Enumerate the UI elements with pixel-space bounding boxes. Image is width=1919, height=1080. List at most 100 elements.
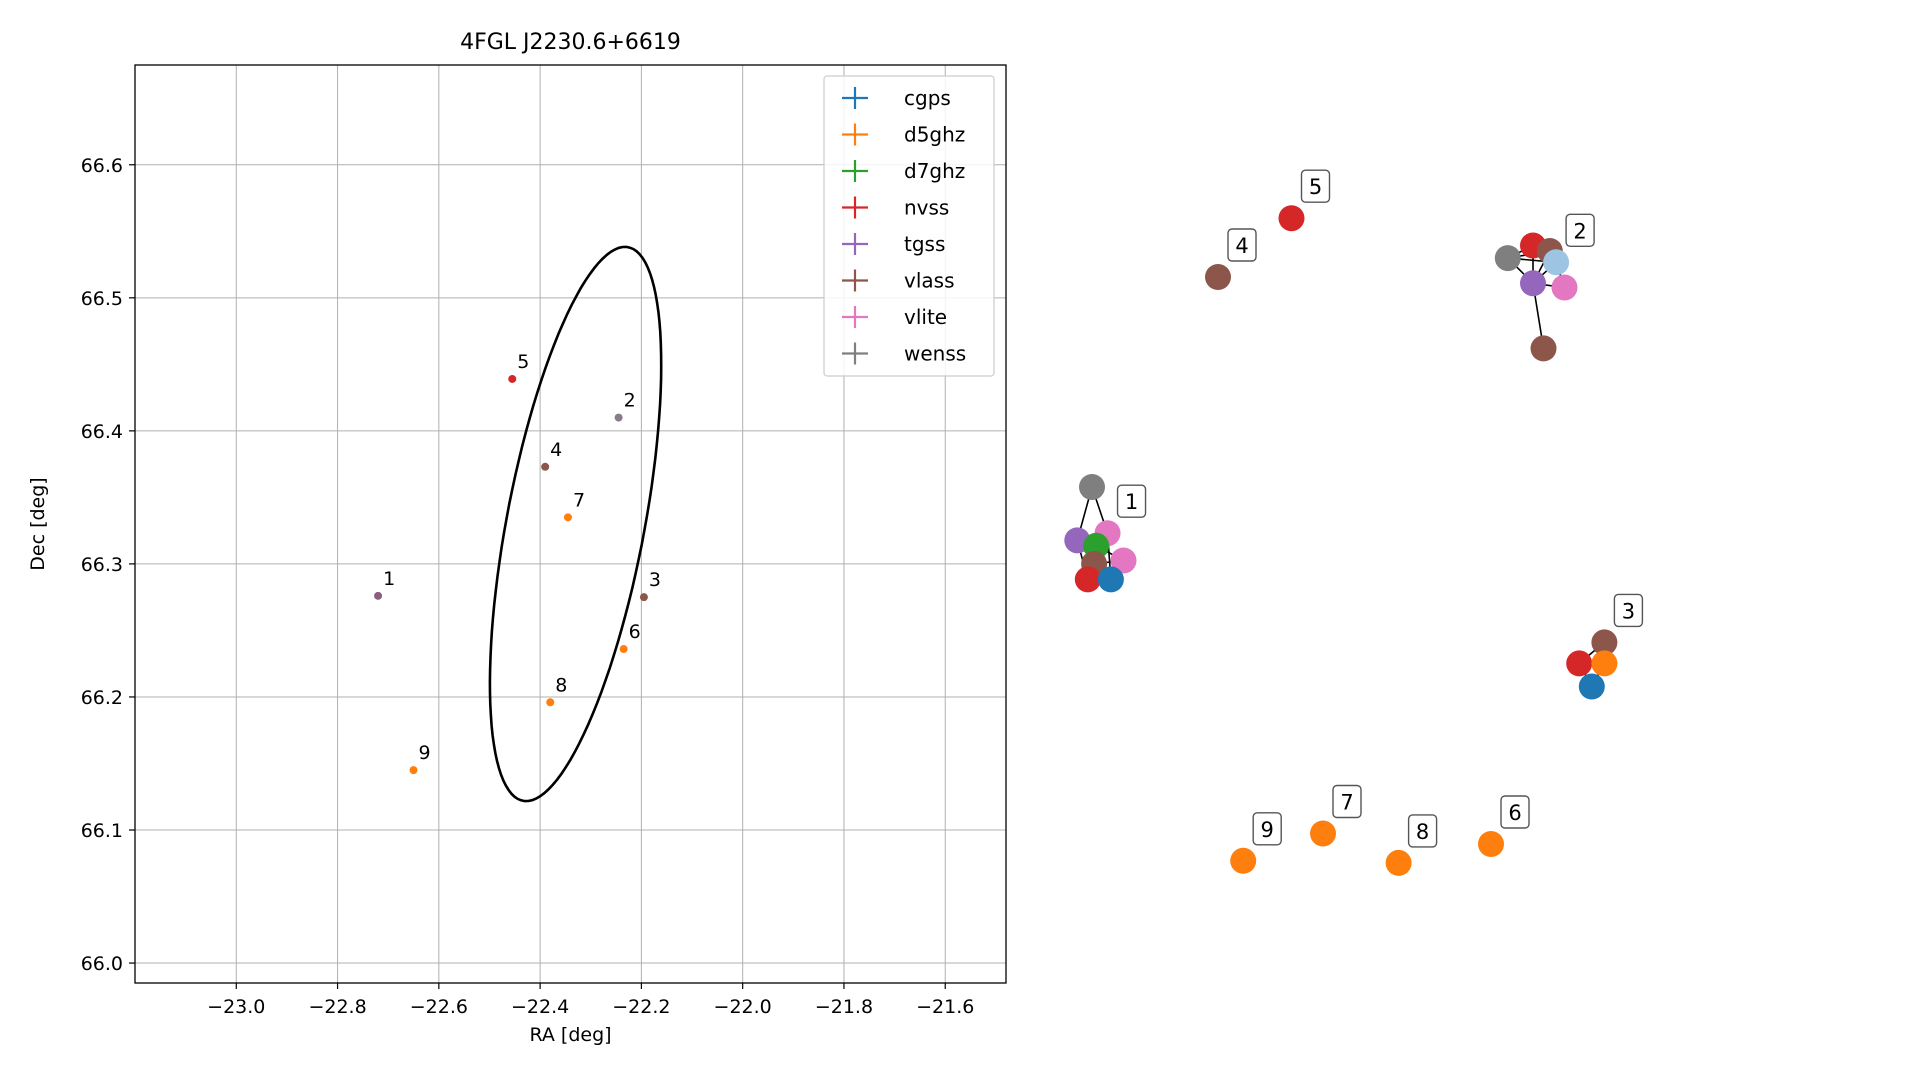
source-point-label: 4 bbox=[550, 439, 562, 461]
network-nodes bbox=[1064, 205, 1618, 876]
x-tick-label: −23.0 bbox=[207, 996, 265, 1018]
y-tick-label: 66.4 bbox=[81, 421, 123, 443]
network-label-text: 3 bbox=[1622, 599, 1635, 623]
source-point-label: 8 bbox=[555, 674, 567, 696]
source-point bbox=[614, 413, 623, 422]
source-point bbox=[508, 374, 517, 383]
legend-label: cgps bbox=[904, 86, 951, 110]
network-node bbox=[1310, 820, 1336, 847]
network-label-box bbox=[1227, 228, 1257, 262]
network-label: 5 bbox=[1300, 169, 1331, 203]
x-tick-label: −22.2 bbox=[612, 996, 670, 1018]
network-node bbox=[1205, 264, 1231, 290]
source-point-label: 3 bbox=[649, 569, 661, 591]
legend-label: vlite bbox=[904, 305, 947, 329]
legend-entry: d7ghz bbox=[842, 159, 965, 183]
network-node bbox=[1385, 849, 1412, 876]
x-tick-label: −22.6 bbox=[410, 996, 468, 1018]
y-axis-label: Dec [deg] bbox=[27, 477, 49, 570]
source-point bbox=[374, 591, 383, 600]
network-label-box bbox=[1300, 169, 1331, 203]
network-node bbox=[1074, 566, 1101, 593]
network-node bbox=[1566, 650, 1593, 677]
network-node bbox=[1230, 847, 1257, 874]
source-points: 1 2 3 4 5 6 7 8 9 bbox=[374, 351, 661, 775]
x-tick-label: −22.8 bbox=[308, 996, 366, 1018]
network-label: 7 bbox=[1332, 784, 1362, 819]
network-label-box bbox=[1613, 593, 1644, 628]
source-point bbox=[409, 766, 418, 775]
network-label-text: 5 bbox=[1309, 175, 1322, 199]
network-label: 1 bbox=[1116, 484, 1147, 518]
network-label: 2 bbox=[1565, 213, 1595, 248]
source-point-label: 5 bbox=[517, 351, 529, 373]
legend-label: d7ghz bbox=[904, 159, 965, 183]
legend-entry: tgss bbox=[842, 232, 945, 256]
legend-label: vlass bbox=[904, 269, 955, 293]
legend-entry: cgps bbox=[842, 86, 951, 110]
legend-entry: wenss bbox=[842, 342, 966, 366]
network-node bbox=[1530, 335, 1557, 362]
network-node bbox=[1543, 249, 1570, 276]
network-label: 3 bbox=[1613, 593, 1644, 628]
legend: cgps d5ghz d7ghz nvss tgss vlass vlite wenss bbox=[823, 75, 995, 377]
network-label: 9 bbox=[1252, 812, 1282, 846]
legend-label: nvss bbox=[904, 196, 949, 220]
source-point bbox=[563, 513, 572, 522]
source-point-label: 6 bbox=[629, 621, 641, 643]
x-tick-label: −21.8 bbox=[815, 996, 873, 1018]
legend-label: wenss bbox=[904, 342, 966, 366]
localization-ellipse bbox=[488, 245, 663, 803]
axis-ticks: −23.0 −22.8 −22.6 −22.4 −22.2 −22.0 −21.8 −21.6… bbox=[81, 155, 975, 1018]
network-node bbox=[1578, 673, 1605, 700]
y-tick-label: 66.0 bbox=[81, 953, 123, 975]
network-node bbox=[1079, 474, 1105, 500]
x-tick-label: −21.6 bbox=[916, 996, 974, 1018]
source-point-label: 7 bbox=[573, 489, 585, 511]
network-node bbox=[1551, 274, 1578, 301]
network-label-box bbox=[1116, 484, 1147, 518]
network-node bbox=[1591, 650, 1618, 677]
network-node bbox=[1591, 629, 1618, 656]
network-label-text: 2 bbox=[1573, 219, 1586, 243]
network-label: 6 bbox=[1500, 795, 1530, 829]
x-tick-label: −22.4 bbox=[511, 996, 569, 1018]
network-label-text: 6 bbox=[1508, 801, 1521, 825]
network-label-box bbox=[1500, 795, 1530, 829]
legend-entry: nvss bbox=[842, 196, 949, 220]
network-edges bbox=[1076, 244, 1606, 687]
x-axis-label: RA [deg] bbox=[529, 1024, 611, 1046]
network-node bbox=[1110, 547, 1137, 574]
legend-label: d5ghz bbox=[904, 123, 965, 147]
source-point bbox=[546, 698, 555, 707]
network-label-box bbox=[1332, 784, 1362, 819]
network-label-text: 7 bbox=[1340, 791, 1353, 815]
network-label-text: 4 bbox=[1235, 234, 1248, 258]
chart-title: 4FGL J2230.6+6619 bbox=[460, 30, 681, 55]
network-node bbox=[1494, 245, 1521, 272]
y-tick-label: 66.1 bbox=[81, 820, 123, 842]
x-tick-label: −22.0 bbox=[714, 996, 772, 1018]
source-point bbox=[619, 645, 628, 654]
network-label-box bbox=[1565, 213, 1595, 248]
y-tick-label: 66.6 bbox=[81, 155, 123, 177]
source-point-label: 9 bbox=[419, 742, 431, 764]
network-labels: 1 2 3 4 5 6 7 8 9 bbox=[1116, 169, 1644, 848]
legend-box bbox=[823, 75, 995, 377]
source-point bbox=[541, 462, 550, 471]
network-label-text: 9 bbox=[1261, 818, 1274, 842]
network-label: 8 bbox=[1407, 814, 1438, 848]
network-label-box bbox=[1252, 812, 1282, 846]
sky-scatter-plot: 1 2 3 4 5 6 7 8 9 −23.0 −22.8 −22.6 −22.4 −22.2 −22.0… bbox=[27, 30, 1007, 1046]
network-label: 4 bbox=[1227, 228, 1257, 262]
association-network: 1 2 3 4 5 6 7 8 9 bbox=[1064, 169, 1644, 876]
y-tick-label: 66.5 bbox=[81, 288, 123, 310]
source-point-label: 2 bbox=[624, 390, 636, 412]
y-tick-label: 66.3 bbox=[81, 554, 123, 576]
source-point bbox=[639, 593, 648, 602]
network-node bbox=[1478, 831, 1504, 857]
legend-label: tgss bbox=[904, 232, 945, 256]
localization-ellipse-layer bbox=[488, 245, 663, 803]
plot-frame bbox=[134, 64, 1007, 984]
